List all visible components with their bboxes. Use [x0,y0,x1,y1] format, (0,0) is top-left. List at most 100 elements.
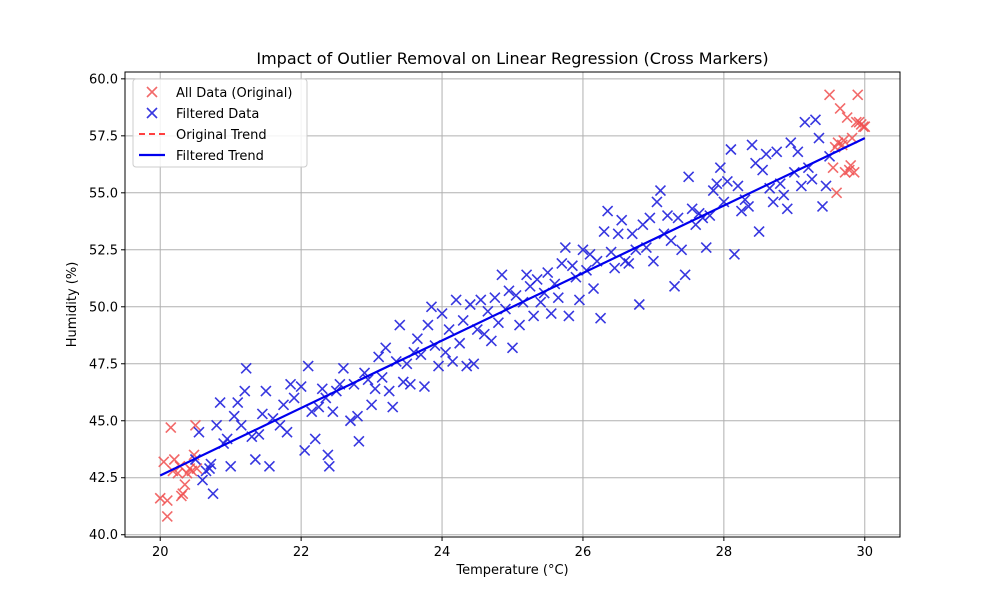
filtered-data-point [771,146,783,158]
filtered-data-point [235,419,247,431]
filtered-data-point [513,319,526,331]
all-data-point [831,187,843,199]
filtered-data-point [676,244,688,256]
filtered-data-point [559,241,571,254]
filtered-data-point [521,269,533,281]
filtered-data-point [263,460,275,472]
filtered-data-point [809,114,822,126]
filtered-data-point [225,460,237,472]
filtered-data-point [461,360,473,372]
legend-label: Filtered Trend [176,149,264,164]
y-tick-label: 45.0 [89,414,118,429]
all-data-point [823,89,836,101]
filtered-data-point [401,358,413,370]
filtered-data-point [496,269,508,281]
filtered-data-point [612,228,624,240]
filtered-data-point [277,399,290,411]
filtered-data-point [482,305,494,317]
filtered-data-point [489,292,501,304]
filtered-data-point [816,200,829,213]
filtered-data-point [651,196,663,208]
filtered-data-point [288,392,300,404]
all-data-point [158,456,170,468]
y-tick-label: 42.5 [89,471,118,486]
all-data-point [165,422,177,434]
filtered-data-point [394,319,406,331]
all-data-point [161,494,173,507]
filtered-data-point [475,294,487,306]
filtered-data-point [665,235,677,247]
filtered-data-point [623,257,635,270]
all-data-point [189,419,202,431]
all-data-point [848,166,860,178]
y-tick-label: 50.0 [89,300,118,315]
all-data-point [191,463,203,475]
y-tick-label: 60.0 [89,72,118,87]
filtered-data-point [767,196,779,208]
filtered-data-point [397,376,409,388]
y-tick-label: 47.5 [89,357,118,372]
filtered-data-point [205,458,217,470]
filtered-data-point [239,385,251,397]
filtered-data-point [485,335,497,347]
all-data-point [154,492,166,504]
filtered-data-point [211,419,223,431]
filtered-data-point [700,241,712,254]
filtered-data-point [735,205,748,217]
filtered-data-point [795,180,807,192]
filtered-data-point [542,267,554,279]
filtered-data-point [323,460,335,472]
filtered-data-point [344,415,357,427]
filtered-data-point [566,260,578,272]
filtered-data-point [503,285,515,297]
filtered-data-point [672,212,684,224]
filtered-data-point [595,312,607,324]
legend-marker [146,107,158,119]
x-tick-label: 24 [434,545,451,560]
filtered-data-point [792,146,804,158]
filtered-data-point [373,351,385,363]
filtered-data-point [443,324,455,336]
all-data-point [838,134,850,146]
filtered-data-point [425,301,438,313]
filtered-data-point [728,248,740,260]
filtered-data-point [531,273,543,285]
filtered-data-point [295,380,307,393]
filtered-data-point [806,173,818,185]
filtered-data-point [422,319,434,331]
filtered-data-point [757,164,769,176]
data-layer [154,89,871,523]
filtered-data-point [313,401,325,413]
filtered-data-point [253,428,265,440]
legend-label: Original Trend [176,128,267,143]
filtered-data-point [380,342,392,354]
x-tick-label: 22 [293,545,310,560]
filtered-data-point [785,137,797,149]
filtered-data-point [820,180,832,192]
all-data-point [827,162,839,174]
filtered-data-point [711,178,723,190]
all-data-point [177,488,189,500]
y-tick-label: 57.5 [89,129,118,144]
x-tick-label: 30 [856,545,873,560]
all-data-point [852,89,864,101]
filtered-data-point [457,314,469,327]
filtered-data-point [468,358,480,370]
filtered-data-point [309,433,321,445]
filtered-data-point [668,280,681,292]
filtered-data-point [683,171,695,183]
all-data-point [841,112,853,124]
filtered-data-point [813,132,825,144]
filtered-data-point [418,380,430,393]
filtered-data-point [799,116,811,128]
filtered-data-point [353,435,365,447]
all-data-point [857,121,869,133]
x-axis-label: Temperature (°C) [455,563,568,578]
legend-label: Filtered Data [176,107,259,122]
filtered-data-point [492,317,504,329]
filtered-data-point [506,342,519,354]
filtered-data-point [260,385,272,397]
filtered-data-point [587,282,600,295]
filtered-data-point [454,337,466,349]
filtered-data-point [316,383,328,395]
